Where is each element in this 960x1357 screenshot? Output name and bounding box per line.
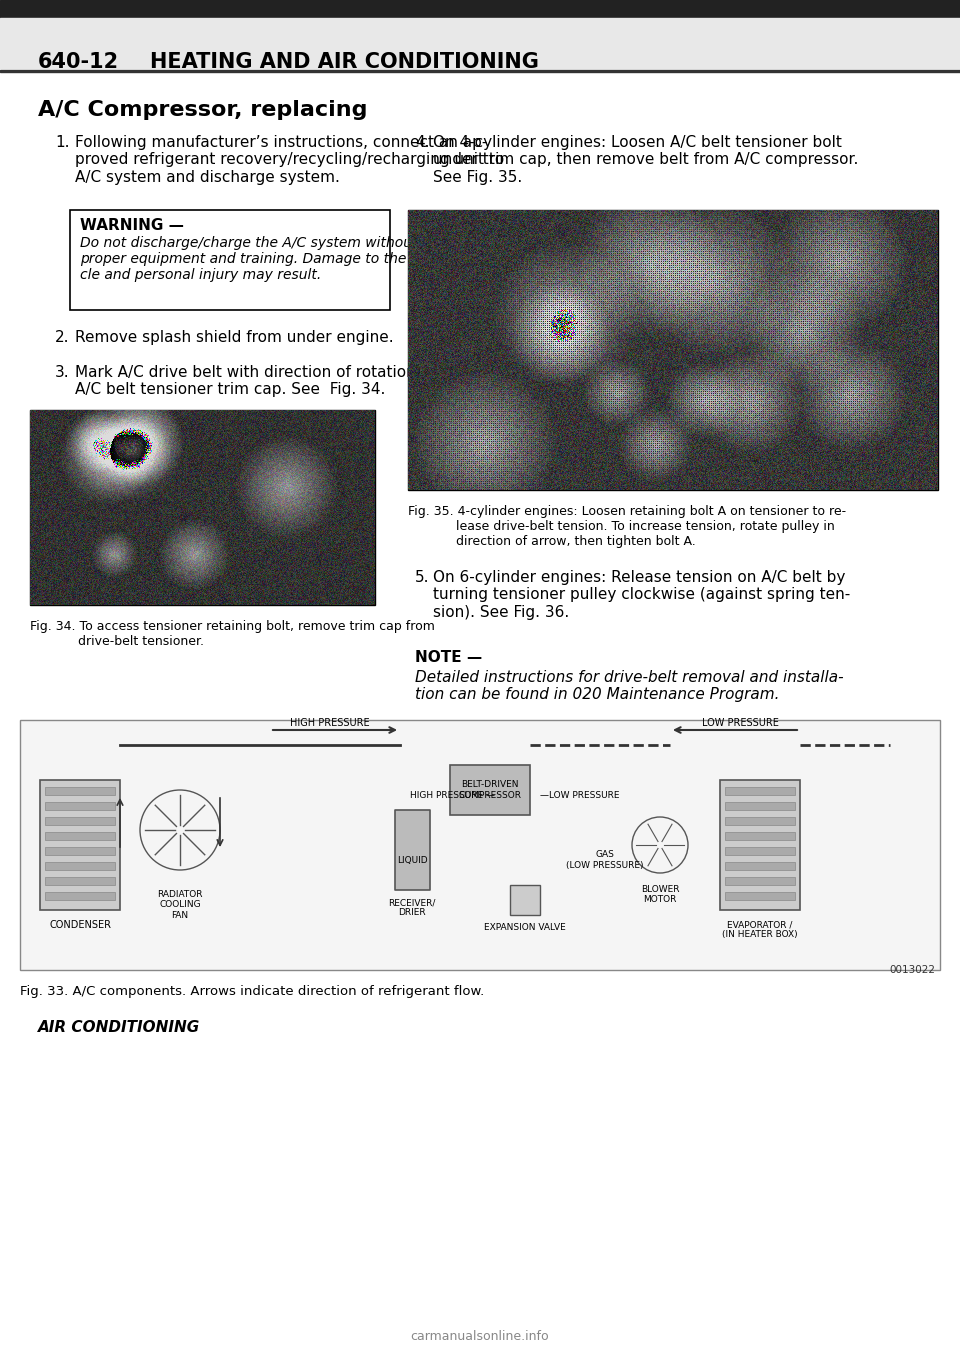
Bar [408,210,938,490]
Text: Following manufacturer’s instructions, connect an ap-
proved refrigerant recover: Following manufacturer’s instructions, c… [75,134,504,185]
Text: On 4-cylinder engines: Loosen A/C belt tensioner bolt
under trim cap, then remov: On 4-cylinder engines: Loosen A/C belt t… [433,134,858,185]
Text: AIR CONDITIONING: AIR CONDITIONING [38,1020,201,1035]
Bar [725,832,795,840]
Text: WARNING —: WARNING — [80,218,184,233]
Text: NOTE —: NOTE — [415,650,482,665]
Text: BLOWER
MOTOR: BLOWER MOTOR [640,885,680,904]
Bar [395,810,430,890]
Bar [70,210,390,309]
Bar [720,780,800,911]
Text: 0011988: 0011988 [321,590,370,600]
Text: Remove splash shield from under engine.: Remove splash shield from under engine. [75,330,394,345]
Bar [45,787,115,795]
Bar [30,410,375,605]
Text: A/C Compressor, replacing: A/C Compressor, replacing [38,100,368,119]
Text: EXPANSION VALVE: EXPANSION VALVE [484,923,565,932]
Text: RECEIVER/
DRIER: RECEIVER/ DRIER [388,898,436,917]
Bar [45,877,115,885]
Text: 2.: 2. [55,330,69,345]
Bar [0,18,960,68]
Text: 0013022: 0013022 [889,965,935,974]
Text: —LOW PRESSURE: —LOW PRESSURE [540,791,619,799]
Text: HEATING AND AIR CONDITIONING: HEATING AND AIR CONDITIONING [150,52,539,72]
Text: 1.: 1. [55,134,69,151]
Bar [450,765,530,816]
Text: Do not discharge/charge the A/C system without
proper equipment and training. Da: Do not discharge/charge the A/C system w… [80,236,445,282]
Text: HIGH PRESSURE: HIGH PRESSURE [290,718,370,727]
Bar [20,721,940,970]
Text: Fig. 33. A/C components. Arrows indicate direction of refrigerant flow.: Fig. 33. A/C components. Arrows indicate… [20,985,484,997]
Bar [0,71,960,72]
Text: 0013019: 0013019 [884,475,933,484]
Bar [45,862,115,870]
Bar [725,802,795,810]
Text: HIGH PRESSURE —: HIGH PRESSURE — [410,791,495,799]
Text: CONDENSER: CONDENSER [49,920,111,930]
Text: 5.: 5. [415,570,429,585]
Text: On 6-cylinder engines: Release tension on A/C belt by
turning tensioner pulley c: On 6-cylinder engines: Release tension o… [433,570,851,620]
Text: Detailed instructions for drive-belt removal and installa-
tion can be found in : Detailed instructions for drive-belt rem… [415,670,844,703]
Bar [725,877,795,885]
Text: LOW PRESSURE: LOW PRESSURE [702,718,779,727]
Text: A/C compressor: A/C compressor [416,472,515,484]
Bar [725,817,795,825]
Text: 640-12: 640-12 [38,52,119,72]
Bar [725,862,795,870]
Text: carmanualsonline.info: carmanualsonline.info [411,1330,549,1343]
Text: Fig. 35. 4-cylinder engines: Loosen retaining bolt A on tensioner to re-
       : Fig. 35. 4-cylinder engines: Loosen reta… [408,505,846,548]
Bar [45,802,115,810]
Text: EVAPORATOR /
(IN HEATER BOX): EVAPORATOR / (IN HEATER BOX) [722,920,798,939]
Bar [725,787,795,795]
Text: 3.: 3. [55,365,70,380]
Text: Mark A/C drive belt with direction of rotation. Remove
A/C belt tensioner trim c: Mark A/C drive belt with direction of ro… [75,365,488,398]
Bar [725,847,795,855]
Text: LIQUID: LIQUID [396,855,427,864]
Text: RADIATOR
COOLING
FAN: RADIATOR COOLING FAN [157,890,203,920]
Bar [45,892,115,900]
Bar [510,885,540,915]
Bar [0,0,960,18]
Bar [45,832,115,840]
Text: GAS
(LOW PRESSURE): GAS (LOW PRESSURE) [566,851,644,870]
Bar [40,780,120,911]
Bar [45,817,115,825]
Text: BELT-DRIVEN
COMPRESSOR: BELT-DRIVEN COMPRESSOR [459,780,521,799]
Bar [45,847,115,855]
Text: Fig. 34. To access tensioner retaining bolt, remove trim cap from
            dr: Fig. 34. To access tensioner retaining b… [30,620,435,649]
Text: 4.: 4. [415,134,429,151]
Text: A: A [753,471,764,484]
Bar [725,892,795,900]
